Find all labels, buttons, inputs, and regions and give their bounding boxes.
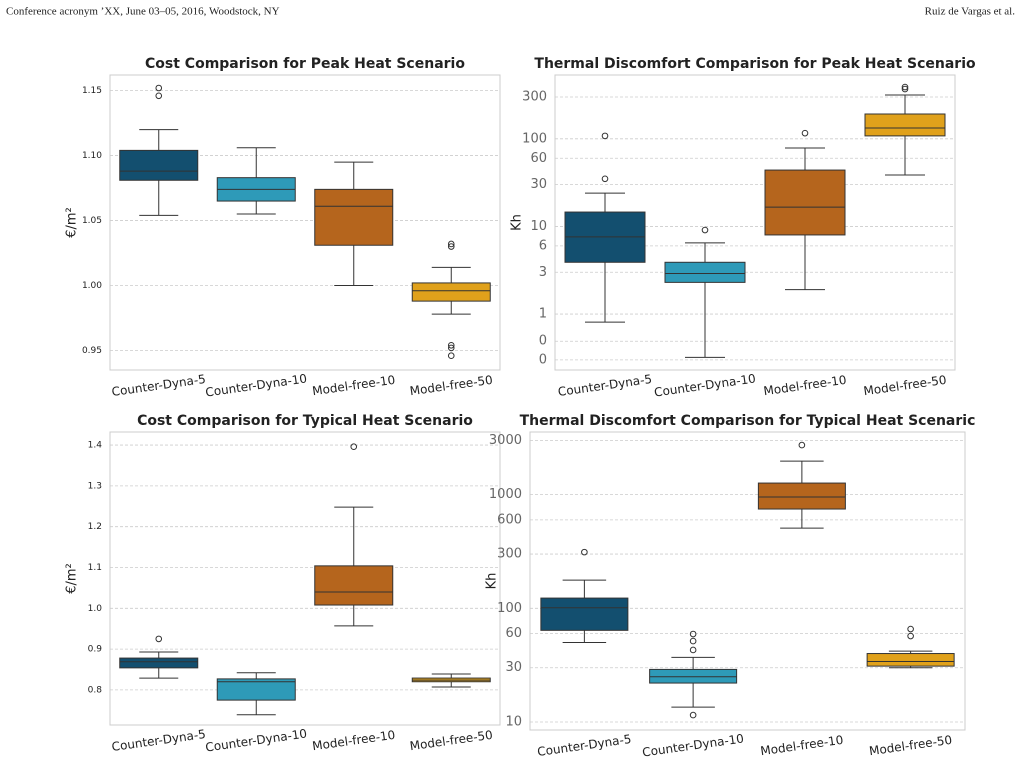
outlier bbox=[447, 352, 455, 360]
y-tick-label: 6 bbox=[539, 238, 547, 253]
outlier bbox=[901, 85, 909, 93]
x-tick-label: Model-free-50 bbox=[863, 373, 948, 399]
y-tick-label: 10 bbox=[505, 714, 522, 729]
y-tick-label: 600 bbox=[497, 512, 522, 527]
plot-frame bbox=[529, 431, 966, 731]
x-tick-label: Model-free-50 bbox=[868, 733, 953, 759]
outlier bbox=[350, 443, 358, 450]
y-tick-label: 3 bbox=[539, 265, 547, 280]
x-tick-label: Model-free-10 bbox=[759, 733, 844, 759]
y-tick-label: 30 bbox=[505, 660, 522, 675]
y-tick-label: 300 bbox=[522, 90, 547, 105]
y-tick-label: 100 bbox=[522, 131, 547, 146]
y-tick-label: 0.9 bbox=[88, 645, 103, 655]
x-tick-label: Counter-Dyna-5 bbox=[111, 372, 207, 399]
x-tick-label: Counter-Dyna-5 bbox=[557, 372, 653, 399]
outlier bbox=[907, 632, 914, 640]
outlier bbox=[155, 92, 163, 100]
y-tick-label: 100 bbox=[497, 601, 522, 616]
outlier bbox=[601, 132, 609, 140]
y-tick-label: 300 bbox=[497, 547, 522, 562]
y-tick-label: 0 bbox=[539, 352, 547, 367]
outlier bbox=[701, 226, 709, 234]
x-tick-label: Model-free-50 bbox=[409, 728, 494, 754]
outlier bbox=[447, 344, 455, 352]
box bbox=[314, 565, 394, 606]
box bbox=[119, 149, 199, 181]
y-tick-label: 1.3 bbox=[88, 481, 102, 491]
y-tick-label: 1.0 bbox=[88, 604, 103, 614]
header-right: Ruiz de Vargas et al. bbox=[925, 6, 1016, 18]
outlier bbox=[907, 625, 914, 633]
outlier bbox=[581, 548, 588, 556]
outlier bbox=[601, 175, 609, 183]
plot-frame bbox=[109, 74, 501, 371]
plot-frame bbox=[109, 431, 501, 726]
y-tick-label: 1 bbox=[539, 307, 547, 322]
box bbox=[411, 282, 491, 302]
outlier bbox=[155, 84, 163, 92]
outlier bbox=[801, 129, 809, 137]
box bbox=[216, 678, 296, 701]
x-tick-label: Model-free-10 bbox=[763, 373, 848, 399]
y-tick-label: 1.2 bbox=[88, 522, 102, 532]
y-tick-label: 1.1 bbox=[88, 563, 102, 573]
outlier bbox=[689, 646, 697, 654]
box bbox=[540, 597, 629, 631]
box bbox=[119, 657, 199, 669]
chart-title: Cost Comparison for Peak Heat Scenario bbox=[145, 56, 465, 72]
plot-frame bbox=[554, 74, 956, 371]
x-tick-label: Counter-Dyna-10 bbox=[653, 371, 756, 399]
x-tick-label: Counter-Dyna-10 bbox=[204, 726, 307, 754]
chart-title: Cost Comparison for Typical Heat Scenari… bbox=[137, 413, 473, 429]
y-tick-label: 1.10 bbox=[82, 151, 102, 161]
box bbox=[866, 653, 955, 667]
y-tick-label: 60 bbox=[530, 151, 547, 166]
x-tick-label: Model-free-10 bbox=[311, 373, 396, 399]
outlier bbox=[447, 240, 455, 248]
outlier bbox=[901, 83, 909, 91]
box bbox=[864, 113, 946, 137]
x-tick-label: Model-free-50 bbox=[409, 373, 494, 399]
y-axis-label: Kh bbox=[510, 214, 525, 231]
outlier bbox=[447, 342, 455, 349]
outlier bbox=[447, 243, 455, 250]
x-tick-label: Counter-Dyna-5 bbox=[111, 727, 207, 754]
y-tick-label: 60 bbox=[505, 626, 522, 641]
outlier bbox=[155, 635, 163, 643]
y-tick-label: 0 bbox=[539, 334, 547, 349]
box bbox=[764, 169, 846, 236]
x-tick-label: Counter-Dyna-10 bbox=[204, 371, 307, 399]
header-left: Conference acronym ’XX, June 03–05, 2016… bbox=[6, 6, 280, 18]
y-tick-label: 30 bbox=[530, 177, 547, 192]
y-tick-label: 1.4 bbox=[88, 441, 103, 451]
x-tick-label: Model-free-10 bbox=[311, 728, 396, 754]
outlier bbox=[798, 441, 806, 449]
y-tick-label: 1.15 bbox=[82, 86, 102, 96]
y-tick-label: 10 bbox=[530, 219, 547, 234]
y-tick-label: 0.95 bbox=[82, 346, 102, 356]
y-tick-label: 1000 bbox=[489, 487, 522, 502]
outlier bbox=[689, 711, 697, 719]
chart-title: Thermal Discomfort Comparison for Peak H… bbox=[534, 56, 976, 72]
box bbox=[314, 188, 394, 246]
y-tick-label: 3000 bbox=[489, 433, 522, 448]
outlier bbox=[689, 630, 697, 638]
outlier bbox=[689, 637, 697, 645]
box bbox=[664, 261, 746, 283]
x-tick-label: Counter-Dyna-5 bbox=[536, 732, 632, 759]
y-tick-label: 1.05 bbox=[82, 216, 102, 226]
y-axis-label: Kh bbox=[485, 573, 500, 590]
y-tick-label: 0.8 bbox=[88, 685, 103, 695]
chart-title: Thermal Discomfort Comparison for Typica… bbox=[520, 413, 976, 429]
y-tick-label: 1.00 bbox=[82, 281, 102, 291]
box bbox=[649, 668, 738, 684]
y-axis-label: €/m² bbox=[65, 563, 80, 594]
y-axis-label: €/m² bbox=[65, 207, 80, 238]
box bbox=[757, 482, 846, 510]
x-tick-label: Counter-Dyna-10 bbox=[641, 731, 744, 759]
